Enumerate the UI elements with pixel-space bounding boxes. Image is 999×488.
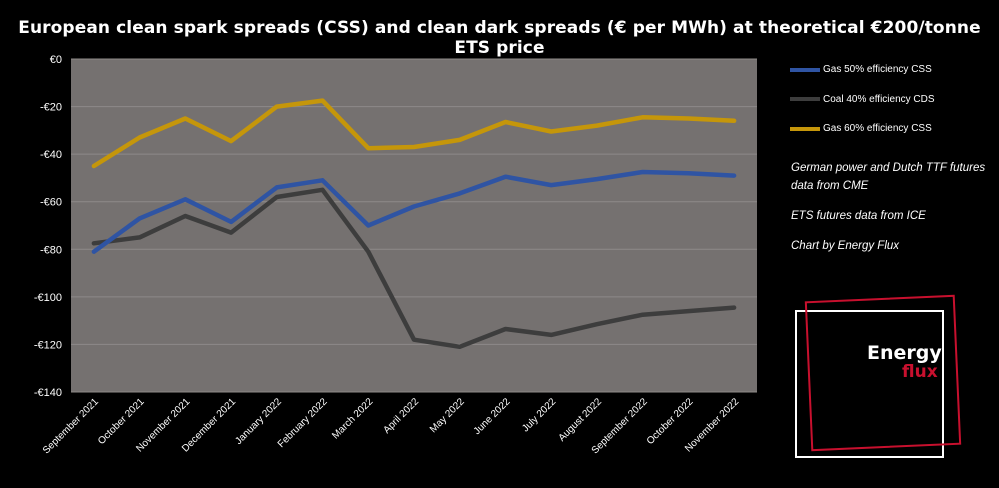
- series-lines: [91, 98, 737, 350]
- x-tick-label: August 2022: [557, 396, 605, 444]
- plot-area: [71, 59, 757, 392]
- x-tick-label: May 2022: [428, 396, 467, 435]
- x-tick-label: September 2021: [41, 396, 101, 456]
- x-tick-label: January 2022: [233, 396, 284, 447]
- y-tick-label: -€80: [40, 244, 62, 256]
- source-notes: German power and Dutch TTF futures data …: [791, 159, 996, 267]
- legend-item: Gas 60% efficiency CSS: [790, 114, 995, 144]
- y-tick-label: €0: [50, 54, 62, 66]
- chart-title: European clean spark spreads (CSS) and c…: [18, 18, 981, 58]
- x-tick-label: July 2022: [520, 396, 558, 434]
- x-tick-label: October 2022: [645, 396, 696, 447]
- x-tick-label: October 2021: [96, 396, 147, 447]
- y-tick-label: -€140: [34, 387, 62, 399]
- x-tick-label: April 2022: [382, 396, 422, 436]
- legend-item: Gas 50% efficiency CSS: [790, 55, 995, 85]
- legend-label: Gas 50% efficiency CSS: [823, 64, 932, 76]
- logo-frame-white: [795, 310, 944, 458]
- x-tick-label: June 2022: [472, 396, 513, 437]
- y-axis-ticks: €0 -€20 -€40 -€60 -€80 -€100 -€120 -€140: [34, 54, 62, 399]
- legend-item: Coal 40% efficiency CDS: [790, 85, 995, 115]
- series-line-coal-40-efficiency-cds: [91, 187, 737, 350]
- legend-swatch-gas50: [790, 67, 820, 72]
- note-data-source-cme: German power and Dutch TTF futures data …: [791, 162, 986, 192]
- legend-swatch-coal40: [790, 97, 820, 102]
- gridlines: [71, 58, 757, 393]
- y-tick-label: -€60: [40, 197, 62, 209]
- y-tick-label: -€20: [40, 102, 62, 114]
- x-tick-label: February 2022: [276, 396, 330, 450]
- x-tick-label: March 2022: [330, 396, 375, 441]
- legend: Gas 50% efficiency CSS Coal 40% efficien…: [790, 55, 995, 144]
- legend-label: Gas 60% efficiency CSS: [823, 123, 932, 135]
- note-credit: Chart by Energy Flux: [791, 240, 900, 252]
- energy-flux-logo: Energy flux: [795, 294, 965, 466]
- logo-word-energy: Energy: [867, 342, 942, 364]
- y-tick-label: -€120: [34, 339, 62, 351]
- y-tick-label: -€40: [40, 149, 62, 161]
- series-line-gas-50-efficiency-css: [91, 169, 737, 254]
- note-data-source-ice: ETS futures data from ICE: [791, 210, 926, 222]
- y-tick-label: -€100: [34, 292, 62, 304]
- legend-label: Coal 40% efficiency CDS: [823, 93, 935, 105]
- legend-swatch-gas60: [790, 126, 820, 131]
- series-line-gas-60-efficiency-css: [91, 98, 737, 169]
- logo-word-flux: flux: [902, 362, 938, 382]
